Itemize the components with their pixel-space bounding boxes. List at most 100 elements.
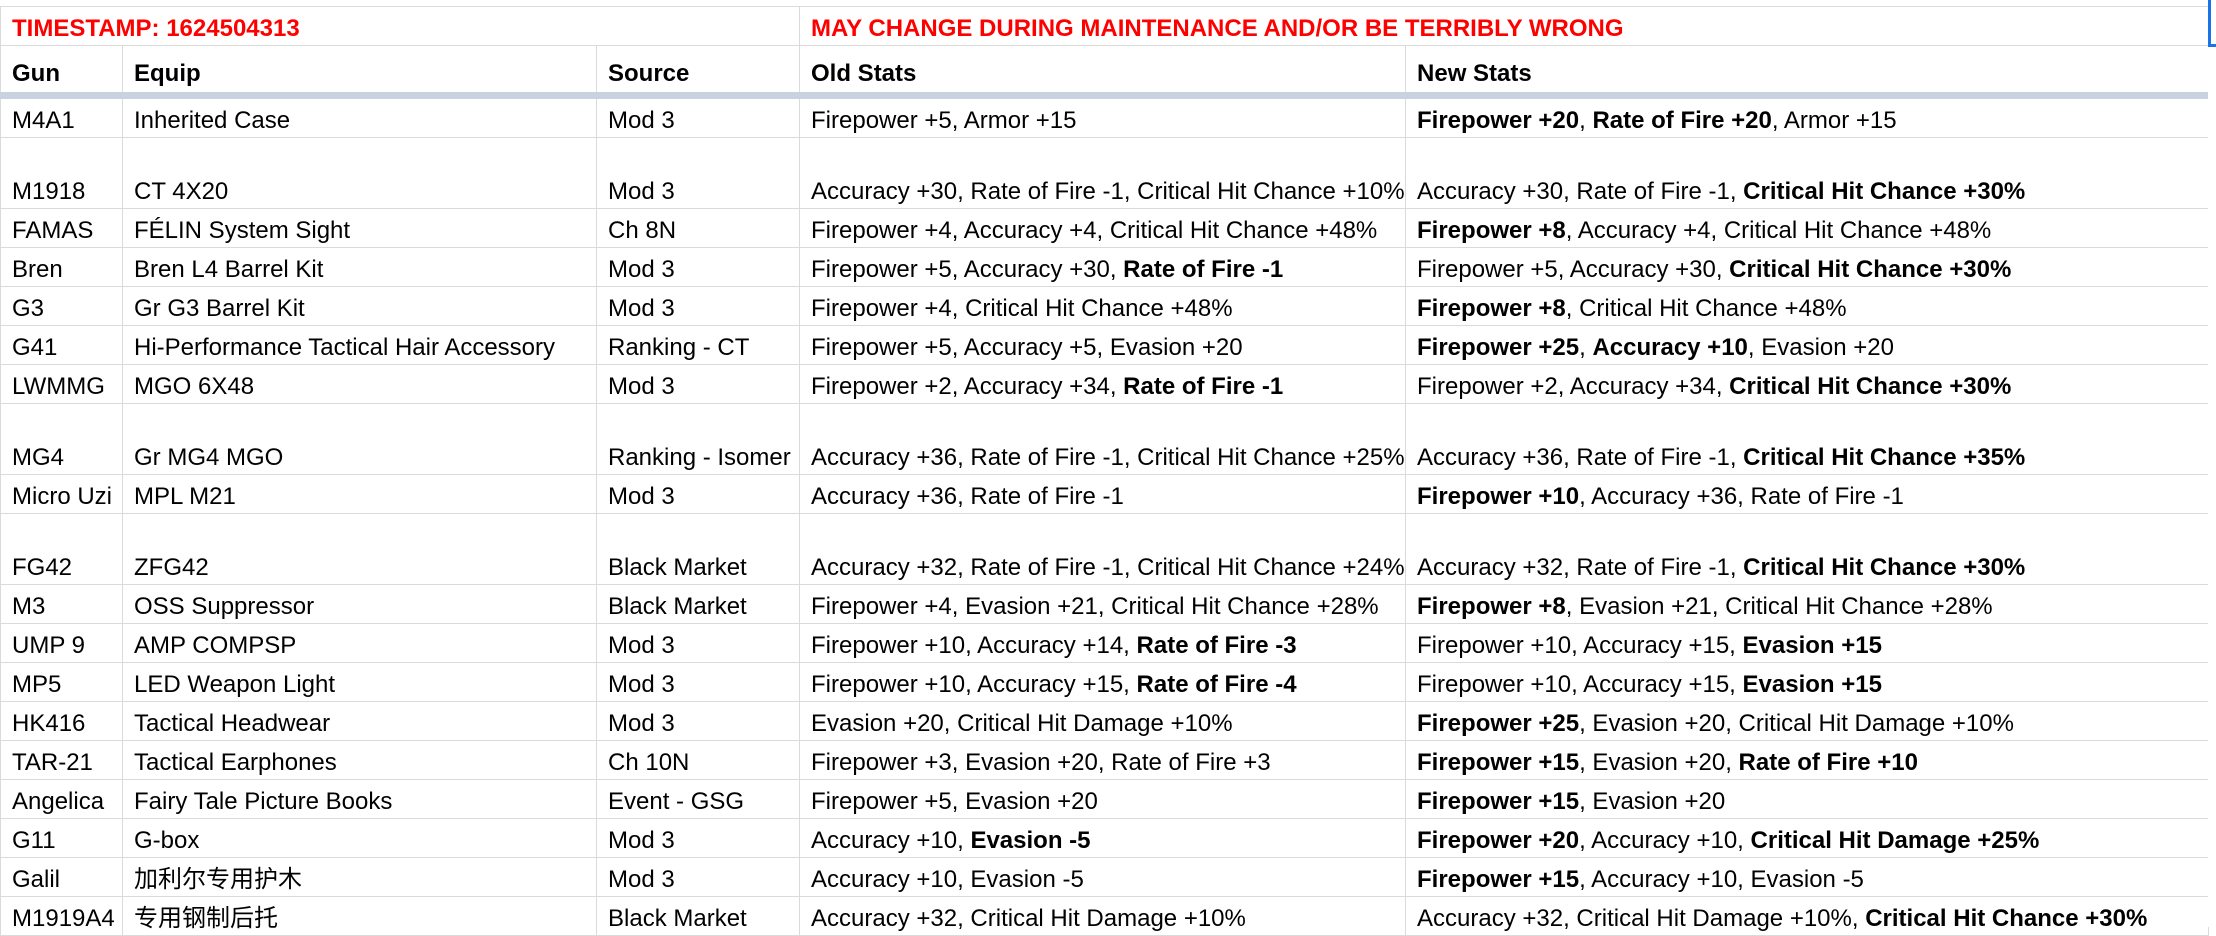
equip-cell[interactable]: CT 4X20 xyxy=(122,137,597,209)
new-stats-cell[interactable]: Firepower +15, Accuracy +10, Evasion -5 xyxy=(1405,857,2210,897)
source-cell[interactable]: Mod 3 xyxy=(595,857,801,897)
gun-cell[interactable]: M4A1 xyxy=(0,95,123,138)
old-stats-cell[interactable]: Firepower +4, Evasion +21, Critical Hit … xyxy=(799,584,1407,624)
old-stats-cell[interactable]: Accuracy +30, Rate of Fire -1, Critical … xyxy=(799,137,1407,209)
equip-cell[interactable]: Bren L4 Barrel Kit xyxy=(122,247,597,287)
old-stats-cell[interactable]: Accuracy +10, Evasion -5 xyxy=(799,818,1407,858)
new-stats-cell[interactable]: Firepower +10, Accuracy +15, Evasion +15 xyxy=(1405,623,2210,663)
source-cell[interactable]: Mod 3 xyxy=(595,286,801,326)
old-stats-cell[interactable]: Firepower +5, Armor +15 xyxy=(799,95,1407,138)
new-stats-cell[interactable]: Accuracy +32, Rate of Fire -1, Critical … xyxy=(1405,513,2210,585)
equip-cell[interactable]: Gr G3 Barrel Kit xyxy=(122,286,597,326)
gun-cell[interactable]: LWMMG xyxy=(0,364,123,404)
gun-cell[interactable]: MG4 xyxy=(0,403,123,475)
source-cell[interactable]: Mod 3 xyxy=(595,662,801,702)
equip-cell[interactable]: MGO 6X48 xyxy=(122,364,597,404)
old-stats-cell[interactable]: Firepower +2, Accuracy +34, Rate of Fire… xyxy=(799,364,1407,404)
source-cell[interactable]: Black Market xyxy=(595,896,801,936)
new-stats-cell[interactable]: Firepower +25, Evasion +20, Critical Hit… xyxy=(1405,701,2210,741)
new-stats-cell[interactable]: Accuracy +36, Rate of Fire -1, Critical … xyxy=(1405,403,2210,475)
equip-cell[interactable]: Gr MG4 MGO xyxy=(122,403,597,475)
old-stats-cell[interactable]: Accuracy +32, Rate of Fire -1, Critical … xyxy=(799,513,1407,585)
gun-cell[interactable]: Micro Uzi xyxy=(0,474,123,514)
header-new-stats[interactable]: New Stats xyxy=(1405,45,2210,99)
gun-cell[interactable]: MP5 xyxy=(0,662,123,702)
gun-cell[interactable]: G11 xyxy=(0,818,123,858)
new-stats-cell[interactable]: Firepower +10, Accuracy +36, Rate of Fir… xyxy=(1405,474,2210,514)
source-cell[interactable]: Ranking - CT xyxy=(595,325,801,365)
equip-cell[interactable]: Tactical Earphones xyxy=(122,740,597,780)
gun-cell[interactable]: Bren xyxy=(0,247,123,287)
gun-cell[interactable]: M1919A4 xyxy=(0,896,123,936)
source-cell[interactable]: Ch 8N xyxy=(595,208,801,248)
new-stats-cell[interactable]: Firepower +5, Accuracy +30, Critical Hit… xyxy=(1405,247,2210,287)
source-cell[interactable]: Ch 10N xyxy=(595,740,801,780)
gun-cell[interactable]: Galil xyxy=(0,857,123,897)
source-cell[interactable]: Black Market xyxy=(595,513,801,585)
gun-cell[interactable]: HK416 xyxy=(0,701,123,741)
old-stats-cell[interactable]: Accuracy +10, Evasion -5 xyxy=(799,857,1407,897)
header-source[interactable]: Source xyxy=(595,45,801,99)
equip-cell[interactable]: Fairy Tale Picture Books xyxy=(122,779,597,819)
equip-cell[interactable]: MPL M21 xyxy=(122,474,597,514)
gun-cell[interactable]: Angelica xyxy=(0,779,123,819)
equip-cell[interactable]: OSS Suppressor xyxy=(122,584,597,624)
old-stats-cell[interactable]: Firepower +5, Accuracy +5, Evasion +20 xyxy=(799,325,1407,365)
gun-cell[interactable]: FG42 xyxy=(0,513,123,585)
source-cell[interactable]: Mod 3 xyxy=(595,701,801,741)
old-stats-cell[interactable]: Firepower +4, Accuracy +4, Critical Hit … xyxy=(799,208,1407,248)
source-cell[interactable]: Mod 3 xyxy=(595,474,801,514)
new-stats-cell[interactable]: Firepower +15, Evasion +20, Rate of Fire… xyxy=(1405,740,2210,780)
old-stats-cell[interactable]: Firepower +4, Critical Hit Chance +48% xyxy=(799,286,1407,326)
equip-cell[interactable]: 专用钢制后托 xyxy=(122,896,597,936)
old-stats-cell[interactable]: Firepower +3, Evasion +20, Rate of Fire … xyxy=(799,740,1407,780)
source-cell[interactable]: Event - GSG xyxy=(595,779,801,819)
new-stats-cell[interactable]: Firepower +8, Accuracy +4, Critical Hit … xyxy=(1405,208,2210,248)
equip-cell[interactable]: ZFG42 xyxy=(122,513,597,585)
source-cell[interactable]: Black Market xyxy=(595,584,801,624)
equip-cell[interactable]: LED Weapon Light xyxy=(122,662,597,702)
gun-cell[interactable]: M3 xyxy=(0,584,123,624)
header-equip[interactable]: Equip xyxy=(122,45,597,99)
equip-cell[interactable]: AMP COMPSP xyxy=(122,623,597,663)
old-stats-cell[interactable]: Firepower +5, Accuracy +30, Rate of Fire… xyxy=(799,247,1407,287)
old-stats-cell[interactable]: Accuracy +36, Rate of Fire -1, Critical … xyxy=(799,403,1407,475)
old-stats-cell[interactable]: Firepower +5, Evasion +20 xyxy=(799,779,1407,819)
new-stats-cell[interactable]: Firepower +20, Accuracy +10, Critical Hi… xyxy=(1405,818,2210,858)
source-cell[interactable]: Mod 3 xyxy=(595,95,801,138)
source-cell[interactable]: Mod 3 xyxy=(595,137,801,209)
gun-cell[interactable]: UMP 9 xyxy=(0,623,123,663)
warning-cell[interactable]: MAY CHANGE DURING MAINTENANCE AND/OR BE … xyxy=(799,6,2210,46)
source-cell[interactable]: Mod 3 xyxy=(595,247,801,287)
old-stats-cell[interactable]: Firepower +10, Accuracy +14, Rate of Fir… xyxy=(799,623,1407,663)
source-cell[interactable]: Mod 3 xyxy=(595,818,801,858)
new-stats-cell[interactable]: Firepower +15, Evasion +20 xyxy=(1405,779,2210,819)
new-stats-cell[interactable]: Accuracy +32, Critical Hit Damage +10%, … xyxy=(1405,896,2210,936)
new-stats-cell[interactable]: Firepower +8, Critical Hit Chance +48% xyxy=(1405,286,2210,326)
gun-cell[interactable]: G41 xyxy=(0,325,123,365)
header-gun[interactable]: Gun xyxy=(0,45,123,99)
equip-cell[interactable]: 加利尔专用护木 xyxy=(122,857,597,897)
gun-cell[interactable]: G3 xyxy=(0,286,123,326)
new-stats-cell[interactable]: Firepower +8, Evasion +21, Critical Hit … xyxy=(1405,584,2210,624)
new-stats-cell[interactable]: Firepower +20, Rate of Fire +20, Armor +… xyxy=(1405,95,2210,138)
equip-cell[interactable]: G-box xyxy=(122,818,597,858)
new-stats-cell[interactable]: Firepower +25, Accuracy +10, Evasion +20 xyxy=(1405,325,2210,365)
old-stats-cell[interactable]: Evasion +20, Critical Hit Damage +10% xyxy=(799,701,1407,741)
new-stats-cell[interactable]: Accuracy +30, Rate of Fire -1, Critical … xyxy=(1405,137,2210,209)
old-stats-cell[interactable]: Accuracy +32, Critical Hit Damage +10% xyxy=(799,896,1407,936)
source-cell[interactable]: Mod 3 xyxy=(595,623,801,663)
old-stats-cell[interactable]: Accuracy +36, Rate of Fire -1 xyxy=(799,474,1407,514)
gun-cell[interactable]: M1918 xyxy=(0,137,123,209)
timestamp-cell[interactable]: TIMESTAMP: 1624504313 xyxy=(0,6,801,46)
equip-cell[interactable]: FÉLIN System Sight xyxy=(122,208,597,248)
gun-cell[interactable]: TAR-21 xyxy=(0,740,123,780)
new-stats-cell[interactable]: Firepower +10, Accuracy +15, Evasion +15 xyxy=(1405,662,2210,702)
equip-cell[interactable]: Hi-Performance Tactical Hair Accessory xyxy=(122,325,597,365)
old-stats-cell[interactable]: Firepower +10, Accuracy +15, Rate of Fir… xyxy=(799,662,1407,702)
equip-cell[interactable]: Tactical Headwear xyxy=(122,701,597,741)
new-stats-cell[interactable]: Firepower +2, Accuracy +34, Critical Hit… xyxy=(1405,364,2210,404)
source-cell[interactable]: Ranking - Isomer xyxy=(595,403,801,475)
source-cell[interactable]: Mod 3 xyxy=(595,364,801,404)
header-old-stats[interactable]: Old Stats xyxy=(799,45,1407,99)
